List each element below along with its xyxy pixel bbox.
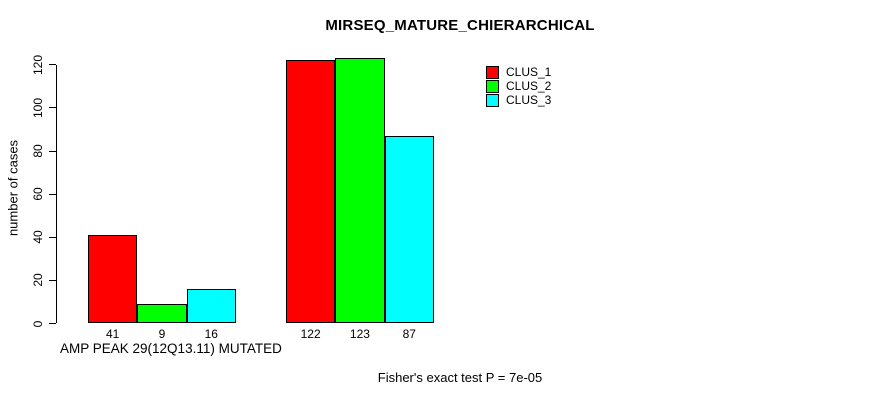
legend-label: CLUS_1 xyxy=(506,65,552,79)
legend-item: CLUS_3 xyxy=(486,93,551,107)
bar-value-label: 41 xyxy=(105,326,120,341)
legend-swatch-clus_1 xyxy=(486,65,499,79)
bar-value-label: 123 xyxy=(349,326,370,341)
legend-label: CLUS_2 xyxy=(506,79,552,93)
legend-swatch-clus_2 xyxy=(486,79,499,93)
bar-clus_2-group1 xyxy=(137,304,187,324)
legend-item: CLUS_1 xyxy=(486,65,551,79)
y-axis-line xyxy=(56,64,57,324)
y-axis-tick-label: 120 xyxy=(31,54,45,75)
bar-clus_1-group2 xyxy=(286,60,336,324)
y-axis-tick xyxy=(49,279,56,281)
bar-value-label: 9 xyxy=(158,326,166,341)
y-axis-tick xyxy=(49,107,56,109)
y-axis-tick xyxy=(49,193,56,195)
y-axis-tick-label: 100 xyxy=(31,97,45,118)
y-axis-tick-label: 0 xyxy=(31,320,45,327)
y-axis-tick-label: 20 xyxy=(31,273,45,288)
legend-swatch-clus_3 xyxy=(486,93,499,107)
legend: CLUS_1 CLUS_2 CLUS_3 xyxy=(486,65,551,107)
bar-clus_3-group1 xyxy=(186,289,236,324)
bar-clus_3-group2 xyxy=(384,135,434,324)
y-axis-tick-label: 60 xyxy=(31,187,45,201)
legend-item: CLUS_2 xyxy=(486,79,551,93)
y-axis-tick-label: 80 xyxy=(31,144,45,158)
fisher-test-annotation: Fisher's exact test P = 7e-05 xyxy=(377,370,543,385)
y-axis-title: number of cases xyxy=(5,139,21,237)
bar-value-label: 87 xyxy=(402,326,416,341)
chart-title: MIRSEQ_MATURE_CHIERARCHICAL xyxy=(325,17,595,34)
bar-value-label: 16 xyxy=(204,326,218,341)
bar-clus_2-group2 xyxy=(335,58,385,324)
y-axis-tick xyxy=(49,323,56,324)
y-axis-tick-label: 40 xyxy=(31,230,45,244)
legend-label: CLUS_3 xyxy=(506,93,552,107)
bar-value-label: 122 xyxy=(300,326,321,341)
bar-clus_1-group1 xyxy=(88,235,138,324)
y-axis-tick xyxy=(49,64,56,66)
x-axis-group-label: AMP PEAK 29(12Q13.11) MUTATED xyxy=(60,341,282,356)
y-axis-tick xyxy=(49,150,56,152)
y-axis-tick xyxy=(49,236,56,238)
